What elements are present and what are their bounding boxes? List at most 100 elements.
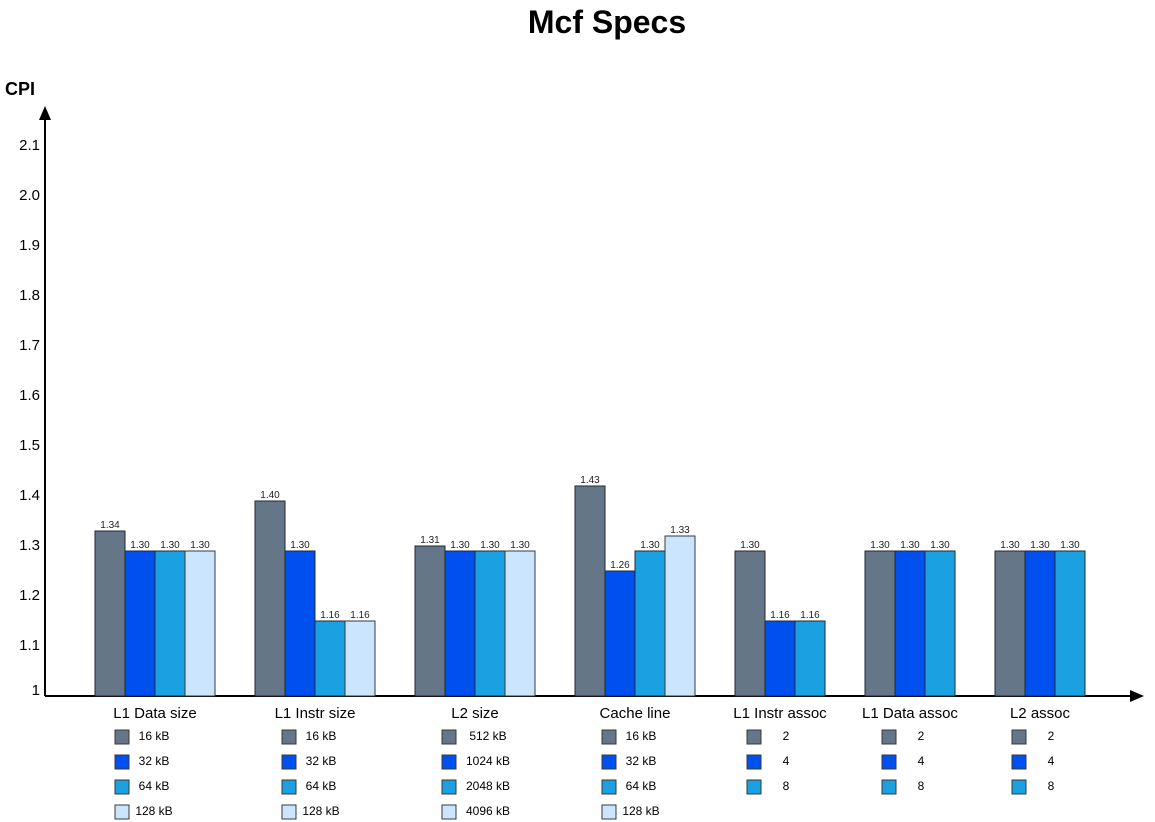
legend-swatch (441, 779, 457, 795)
data-label: 1.16 (800, 610, 820, 621)
data-label: 1.30 (130, 540, 150, 551)
legend-swatch (281, 729, 297, 745)
data-label: 1.33 (670, 525, 690, 536)
legend-label: 4 (918, 754, 925, 768)
legend-label: 8 (1048, 779, 1055, 793)
y-axis-label: CPI (5, 79, 35, 99)
legend-label: 128 kB (302, 804, 339, 818)
category-label: L1 Instr size (275, 705, 356, 722)
data-label: 1.30 (870, 540, 890, 551)
bar (794, 620, 826, 697)
bar (634, 550, 666, 697)
y-tick-label: 1.9 (19, 237, 40, 254)
legend-swatch (1011, 754, 1027, 770)
legend-label: 64 kB (139, 779, 170, 793)
data-label: 1.30 (510, 540, 530, 551)
legend-swatch (441, 754, 457, 770)
legend-label: 4 (783, 754, 790, 768)
data-label: 1.31 (420, 535, 440, 546)
data-label: 1.30 (900, 540, 920, 551)
legend-label: 128 kB (135, 804, 172, 818)
legend-label: 4 (1048, 754, 1055, 768)
data-label: 1.26 (610, 560, 630, 571)
legend-swatch (441, 804, 457, 820)
legend-label: 2 (1048, 729, 1055, 743)
data-label: 1.30 (480, 540, 500, 551)
legend-swatch (601, 729, 617, 745)
data-label: 1.30 (640, 540, 660, 551)
bars (94, 485, 1086, 697)
legend-label: 512 kB (469, 729, 506, 743)
y-tick-label: 1.7 (19, 337, 40, 354)
bar (574, 485, 606, 697)
category-label: L1 Data assoc (862, 705, 958, 722)
bar (444, 550, 476, 697)
bar (314, 620, 346, 697)
data-label: 1.30 (290, 540, 310, 551)
bar (924, 550, 956, 697)
y-tick-label: 1.8 (19, 287, 40, 304)
bar (1024, 550, 1056, 697)
legend-label: 2048 kB (466, 779, 510, 793)
y-tick-label: 1.3 (19, 537, 40, 554)
x-axis-arrow (1130, 690, 1144, 702)
bar (994, 550, 1026, 697)
legend-swatch (114, 754, 130, 770)
legend-label: 64 kB (626, 779, 657, 793)
bar (764, 620, 796, 697)
legend-label: 16 kB (139, 729, 170, 743)
legend-swatch (746, 779, 762, 795)
category-label: Cache line (600, 705, 671, 722)
y-tick-label: 2.1 (19, 137, 40, 154)
data-label: 1.30 (450, 540, 470, 551)
bar (414, 545, 446, 697)
legends: 16 kB 32 kB 64 kB 128 kB 16 kB 32 kB 64 kB 128 … (114, 729, 1055, 820)
bar (184, 550, 216, 697)
y-ticks: 1 1.1 1.2 1.3 1.4 1.5 1.6 1.7 1.8 1.9 2.0 2.1 (19, 137, 40, 699)
legend-label: 16 kB (626, 729, 657, 743)
legend-swatch (746, 729, 762, 745)
legend-label: 8 (783, 779, 790, 793)
legend-swatch (114, 729, 130, 745)
legend-label: 16 kB (306, 729, 337, 743)
data-label: 1.16 (320, 610, 340, 621)
category-label: L1 Data size (113, 705, 196, 722)
data-label: 1.30 (1030, 540, 1050, 551)
legend-label: 2 (783, 729, 790, 743)
category-label: L2 assoc (1010, 705, 1071, 722)
legend-swatch (881, 729, 897, 745)
legend-swatch (114, 804, 130, 820)
data-label: 1.43 (580, 475, 600, 486)
data-label: 1.16 (770, 610, 790, 621)
bar (664, 535, 696, 697)
legend-label: 64 kB (306, 779, 337, 793)
category-label: L1 Instr assoc (733, 705, 827, 722)
data-label: 1.30 (930, 540, 950, 551)
legend-swatch (601, 804, 617, 820)
y-tick-label: 2.0 (19, 187, 40, 204)
bar (734, 550, 766, 697)
legend-swatch (601, 754, 617, 770)
y-tick-label: 1.1 (19, 637, 40, 654)
legend-label: 128 kB (622, 804, 659, 818)
y-tick-label: 1.2 (19, 587, 40, 604)
y-tick-label: 1.5 (19, 437, 40, 454)
bar (254, 500, 286, 697)
legend-swatch (601, 779, 617, 795)
legend-label: 32 kB (306, 754, 337, 768)
legend-swatch (1011, 779, 1027, 795)
legend-label: 32 kB (626, 754, 657, 768)
y-tick-label: 1.6 (19, 387, 40, 404)
legend-swatch (881, 754, 897, 770)
data-labels: 1.34 1.30 1.30 1.30 1.40 1.30 1.16 1.16 1.31 1.30… (100, 475, 1080, 621)
bar (94, 530, 126, 697)
legend-label: 8 (918, 779, 925, 793)
data-label: 1.40 (260, 490, 280, 501)
category-labels: L1 Data size L1 Instr size L2 size Cache li… (113, 705, 1070, 722)
data-label: 1.34 (100, 520, 120, 531)
y-axis-arrow (39, 106, 51, 120)
bar (474, 550, 506, 697)
bar (124, 550, 156, 697)
data-label: 1.16 (350, 610, 370, 621)
